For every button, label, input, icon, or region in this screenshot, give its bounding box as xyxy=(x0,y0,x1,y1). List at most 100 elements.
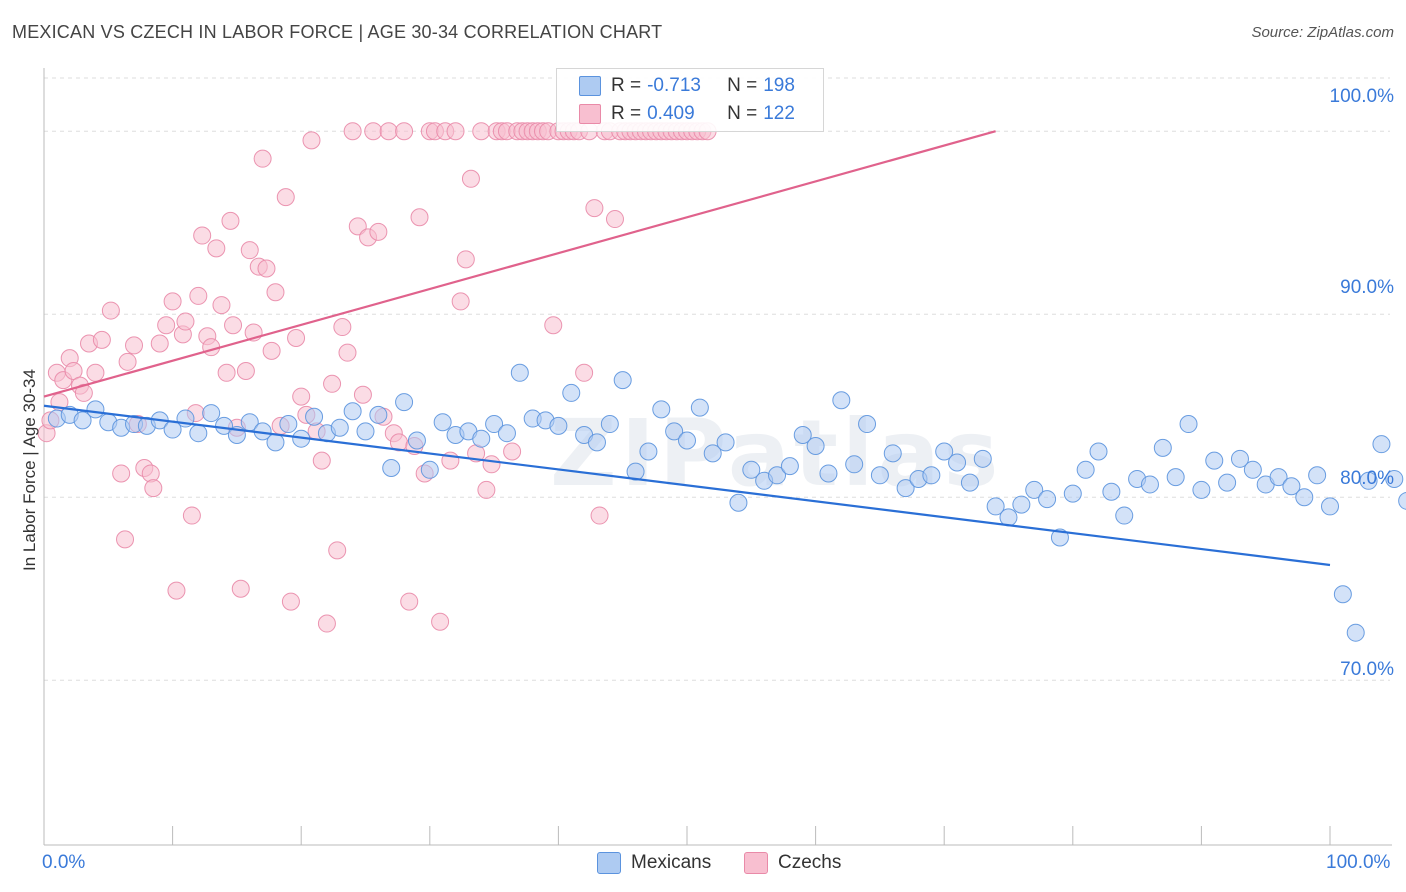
czechs-point xyxy=(353,385,372,404)
mexicans-point xyxy=(1372,435,1391,454)
mexicans-point xyxy=(768,466,787,485)
mexicans-point xyxy=(1398,491,1406,510)
czechs-point xyxy=(338,343,357,362)
mexicans-point xyxy=(986,497,1005,516)
mexicans-point xyxy=(369,405,388,424)
mexicans-point xyxy=(883,444,902,463)
czechs-point xyxy=(217,363,236,382)
czechs-point xyxy=(150,334,169,353)
y-tick-label-70: 70.0% xyxy=(1340,659,1394,680)
czechs-point xyxy=(141,464,160,483)
mexicans-point xyxy=(626,462,645,481)
czechs-point xyxy=(451,292,470,311)
czechs-point xyxy=(212,296,231,315)
mexicans-point xyxy=(1192,480,1211,499)
n-label: N = xyxy=(727,75,758,96)
mexicans-point xyxy=(497,424,516,443)
mexicans-point xyxy=(1063,484,1082,503)
mexicans-swatch xyxy=(579,76,601,96)
mexicans-point xyxy=(600,415,619,434)
mexicans-point xyxy=(1076,460,1095,479)
mexicans-point xyxy=(1308,466,1327,485)
czechs-point xyxy=(189,286,208,305)
czechs-point xyxy=(544,316,563,335)
n-label: N = xyxy=(727,103,758,124)
czechs-point xyxy=(125,336,144,355)
czechs-point xyxy=(317,614,336,633)
mexicans-point xyxy=(1140,475,1159,494)
mexicans-point xyxy=(510,363,529,382)
mexicans-point xyxy=(613,371,632,390)
czechs-point xyxy=(118,352,137,371)
czechs-point xyxy=(312,451,331,470)
legend-row-czechs: R = 0.409 N = 122 xyxy=(579,101,795,127)
legend-row-mexicans: R = -0.713 N = 198 xyxy=(579,73,795,99)
series-legend: Mexicans Czechs xyxy=(0,852,1406,876)
mexicans-point xyxy=(960,473,979,492)
czechs-point xyxy=(400,592,419,611)
czechs-point xyxy=(461,169,480,188)
mexicans-point xyxy=(266,433,285,452)
mexicans-point xyxy=(549,416,568,435)
mexicans-point xyxy=(716,433,735,452)
czechs-point xyxy=(221,211,240,230)
czechs-point xyxy=(231,579,250,598)
mexicans-point xyxy=(832,391,851,410)
mexicans-point xyxy=(665,422,684,441)
mexicans-trend-line xyxy=(43,404,1331,567)
mexicans-point xyxy=(562,383,581,402)
czechs-point xyxy=(364,122,383,141)
czechs-point xyxy=(605,210,624,229)
mexicans-point xyxy=(729,493,748,512)
czechs-point xyxy=(323,374,342,393)
r-label: R = xyxy=(611,103,642,124)
mexicans-point xyxy=(407,431,426,450)
chart-title: MEXICAN VS CZECH IN LABOR FORCE | AGE 30… xyxy=(12,22,663,42)
czechs-point xyxy=(163,292,182,311)
mexicans-point xyxy=(420,460,439,479)
czechs-point xyxy=(590,506,609,525)
czechs-point xyxy=(503,442,522,461)
mexicans-point xyxy=(1321,497,1339,516)
czechs-point xyxy=(276,188,295,207)
mexicans-point xyxy=(819,464,838,483)
mexicans-point xyxy=(395,393,414,412)
mexicans-point xyxy=(1050,528,1069,547)
mexicans-point xyxy=(678,431,696,450)
mexicans-point xyxy=(1089,442,1108,461)
czechs-point xyxy=(292,387,311,406)
czechs-point xyxy=(446,122,465,141)
mexicans-point xyxy=(870,466,889,485)
czechs-point xyxy=(240,241,259,260)
y-tick-label-90: 90.0% xyxy=(1340,277,1394,298)
mexicans-point xyxy=(780,457,799,476)
mexicans-point xyxy=(1295,488,1314,507)
n-value: 122 xyxy=(763,103,795,124)
legend-item-mexicans[interactable]: Mexicans xyxy=(597,852,711,874)
r-value: 0.409 xyxy=(647,103,695,124)
mexicans-point xyxy=(922,466,941,485)
mexicans-point xyxy=(1115,506,1134,525)
czechs-point xyxy=(182,506,201,525)
mexicans-point xyxy=(1153,438,1172,457)
source-label: Source: ZipAtlas.com xyxy=(1251,24,1394,41)
czechs-point xyxy=(369,222,388,241)
legend-item-czechs[interactable]: Czechs xyxy=(744,852,841,874)
czechs-point xyxy=(176,312,195,331)
czechs-point xyxy=(207,239,226,258)
mexicans-point xyxy=(356,422,375,441)
watermark: ZIPatlas xyxy=(550,400,1003,507)
czechs-point xyxy=(86,363,105,382)
czechs-point xyxy=(253,149,272,168)
mexicans-point xyxy=(973,449,992,468)
mexicans-point xyxy=(858,415,877,434)
czechs-swatch xyxy=(744,852,768,874)
czechs-point xyxy=(92,330,111,349)
mexicans-point xyxy=(948,453,967,472)
mexicans-point xyxy=(343,402,362,421)
mexicans-point xyxy=(793,426,812,445)
czechs-point xyxy=(193,226,212,245)
mexicans-point xyxy=(73,411,92,430)
x-tick-label-max: 100.0% xyxy=(1326,852,1391,873)
